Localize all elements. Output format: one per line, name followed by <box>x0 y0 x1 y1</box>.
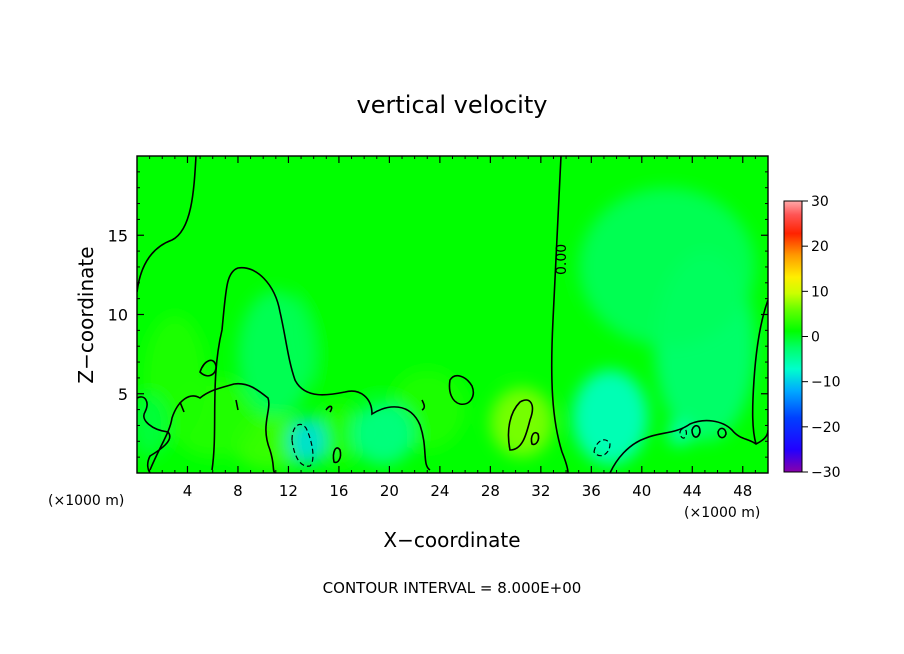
x-tick-label-4: 4 <box>183 482 193 500</box>
negative-contour-1 <box>291 423 314 467</box>
zero-contour-upper-blob <box>199 359 217 377</box>
colorbar-tick-label: −30 <box>811 465 841 481</box>
contour-tick-4 <box>421 399 426 411</box>
zero-contour-right-lower <box>609 419 768 473</box>
colorbar-gradient <box>783 200 803 473</box>
positive-contour-small <box>530 431 540 446</box>
y-axis-ticks: 5 10 15 <box>108 171 768 458</box>
zero-contour-center-right <box>550 156 569 473</box>
field-feature-9 <box>351 401 415 466</box>
colorbar-tick-label: 0 <box>811 330 820 346</box>
x-tick-label-12: 12 <box>279 482 298 500</box>
colorbar-tick-label: 20 <box>811 239 829 255</box>
y-tick-label-15: 15 <box>108 226 128 245</box>
zero-contour-small-loop <box>448 374 475 406</box>
x-tick-label-8: 8 <box>233 482 243 500</box>
zero-contour-left-upper <box>137 156 197 293</box>
field-feature-4 <box>313 404 365 462</box>
field-feature-0 <box>490 387 554 458</box>
chart-title: vertical velocity <box>357 91 548 119</box>
contour-interval-footer: CONTOUR INTERVAL = 8.000E+00 <box>323 579 582 597</box>
plot-area: 0.00 <box>136 155 769 474</box>
x-tick-label-24: 24 <box>430 482 449 500</box>
x-tick-label-16: 16 <box>329 482 348 500</box>
colorbar-tick-label: 10 <box>811 284 829 300</box>
negative-contours <box>291 423 687 467</box>
x-unit-left: (×1000 m) <box>48 493 124 509</box>
colorbar-ticks: 30 20 10 0 −10 −20 −30 <box>802 194 841 481</box>
positive-contour-loop <box>507 399 534 451</box>
colorbar-tick-label: 30 <box>811 194 829 210</box>
x-tick-label-32: 32 <box>531 482 550 500</box>
x-tick-label-28: 28 <box>481 482 500 500</box>
x-tick-label-40: 40 <box>632 482 651 500</box>
field-feature-8 <box>288 417 327 466</box>
field-feature-10 <box>572 369 649 466</box>
field-feature-15 <box>137 393 169 458</box>
x-axis-ticks: 4 8 12 16 20 24 28 32 36 40 44 48 <box>149 156 756 500</box>
zero-contour-center-dome <box>211 266 431 471</box>
zero-contour-right-edge <box>751 299 768 445</box>
field-feature-13 <box>237 290 314 418</box>
contour-tick-1 <box>179 401 185 413</box>
contour-tick-2 <box>235 399 239 411</box>
y-tick-label-10: 10 <box>108 306 128 325</box>
x-tick-label-44: 44 <box>683 482 702 500</box>
contour-small-right-1 <box>691 424 701 438</box>
x-tick-label-48: 48 <box>733 482 752 500</box>
y-axis-label: Z−coordinate <box>74 246 98 383</box>
field-feature-6 <box>288 266 415 394</box>
field-feature-12 <box>578 187 756 347</box>
colorbar-tick-label: −20 <box>811 420 841 436</box>
x-axis-label: X−coordinate <box>383 528 520 552</box>
x-tick-label-20: 20 <box>380 482 399 500</box>
zero-contour-lower-ragged <box>149 382 276 473</box>
contour-label: 0.00 <box>554 244 570 275</box>
negative-contour-2 <box>593 439 611 457</box>
positive-contour-small-2 <box>332 447 342 464</box>
x-tick-label-36: 36 <box>582 482 601 500</box>
colorbar-tick-label: −10 <box>811 375 841 391</box>
y-tick-label-5: 5 <box>118 385 128 404</box>
field-feature-5 <box>408 227 560 370</box>
negative-contour-3 <box>679 427 687 439</box>
colorbar: 30 20 10 0 −10 −20 −30 <box>783 194 841 481</box>
x-unit-right: (×1000 m) <box>684 505 760 521</box>
contour-tick-3 <box>325 405 333 413</box>
contour-small-right-2 <box>717 427 727 439</box>
contour-lines <box>137 156 768 473</box>
field-features <box>137 187 756 470</box>
